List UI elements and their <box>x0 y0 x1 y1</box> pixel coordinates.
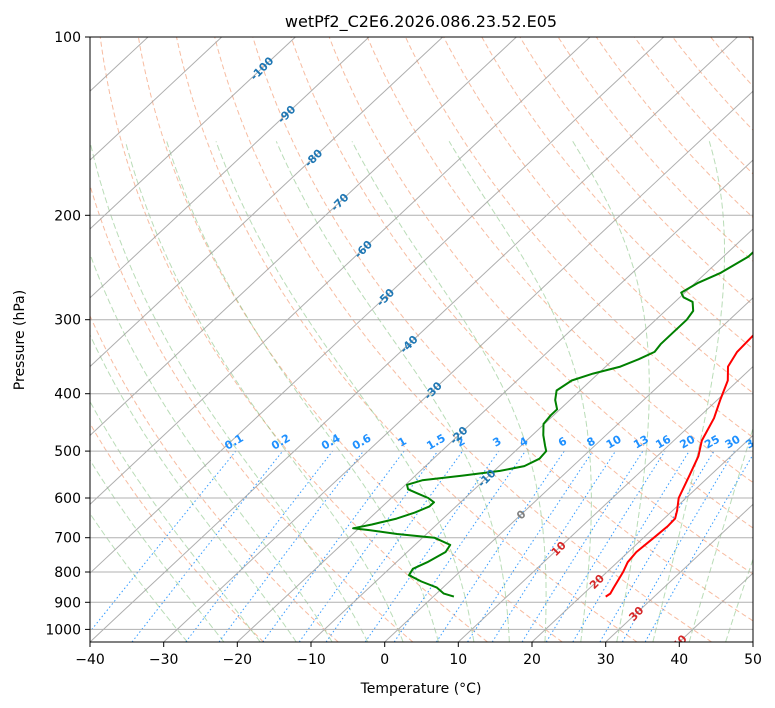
mixing-ratio-line <box>325 450 464 642</box>
pressure-grid-lines <box>90 37 753 630</box>
isotherm-line <box>310 228 753 642</box>
x-axis-label: Temperature (°C) <box>360 681 482 697</box>
plot-frame <box>89 36 754 643</box>
y-tick-label: 100 <box>54 30 81 46</box>
dry-adiabat-line <box>137 37 563 642</box>
y-tick-label: 400 <box>54 387 81 403</box>
y-tick-label: 900 <box>54 595 81 611</box>
isotherm-line <box>90 37 517 437</box>
x-tick-label: −10 <box>296 652 326 668</box>
x-tick-label: 20 <box>523 652 541 668</box>
isotherm-line <box>752 641 753 642</box>
chart-title: wetPf2_C2E6.2026.086.23.52.E05 <box>285 12 557 32</box>
y-tick-label: 600 <box>54 491 81 507</box>
x-tick-label: −40 <box>75 652 105 668</box>
x-tick-label: 40 <box>670 652 688 668</box>
y-axis-ticks: 100 200 300 400 500 600 700 800 900 1000 <box>45 30 90 638</box>
mixing-ratio-label: 36 <box>744 432 764 451</box>
dry-adiabat-line <box>90 422 264 642</box>
dry-adiabat-line <box>405 37 753 439</box>
dry-adiabat-line <box>481 37 753 350</box>
x-tick-label: 50 <box>744 652 762 668</box>
y-tick-label: 300 <box>54 313 81 329</box>
mixing-ratio-line <box>90 450 237 633</box>
mixing-ratio-line <box>435 450 565 642</box>
isotherm-line <box>384 297 753 642</box>
isotherm-line <box>531 434 753 642</box>
dry-adiabat-line <box>90 314 339 642</box>
x-tick-label: −20 <box>223 652 253 668</box>
isotherm-line <box>605 503 753 642</box>
isotherm-line <box>90 37 444 368</box>
isotherm-line <box>90 37 296 230</box>
isotherm-line <box>90 37 665 574</box>
dry-adiabat-line <box>252 37 753 622</box>
y-axis-label: Pressure (hPa) <box>12 290 28 390</box>
x-tick-label: 0 <box>380 652 389 668</box>
x-tick-label: 30 <box>597 652 615 668</box>
x-axis-ticks: −40 −30 −20 −10 0 10 20 30 40 50 <box>75 642 762 668</box>
x-tick-label: 10 <box>449 652 467 668</box>
mixing-ratio-line <box>262 450 405 642</box>
isotherm-line <box>90 37 738 642</box>
y-tick-label: 1000 <box>45 622 81 638</box>
isotherm-label: 40 <box>670 632 690 652</box>
isotherm-line <box>163 90 753 642</box>
y-tick-label: 200 <box>54 208 81 224</box>
y-tick-label: 800 <box>54 565 81 581</box>
temperature-line <box>605 334 753 598</box>
mixing-ratio-line <box>572 450 690 642</box>
mixing-ratio-line <box>467 450 594 642</box>
dry-adiabat-line <box>99 37 488 642</box>
mixing-ratio-line <box>545 450 666 642</box>
sounding-traces <box>352 250 753 598</box>
mixing-ratio-line <box>218 450 364 642</box>
mixing-ratio-line <box>298 450 439 642</box>
isotherm-line <box>90 37 223 161</box>
dewpoint-line <box>352 250 753 598</box>
isotherm-line <box>90 37 370 299</box>
isotherm-line <box>236 159 753 642</box>
y-tick-label: 700 <box>54 531 81 547</box>
y-tick-label: 500 <box>54 444 81 460</box>
mixing-ratio-line <box>364 450 500 642</box>
isotherm-line <box>90 37 591 506</box>
isotherm-line <box>457 365 753 642</box>
x-tick-label: −30 <box>149 652 179 668</box>
dry-adiabat-line <box>176 37 638 642</box>
dry-adiabat-line <box>290 37 753 575</box>
dry-adiabat-line <box>519 37 753 306</box>
isotherm-line <box>0 37 1 642</box>
